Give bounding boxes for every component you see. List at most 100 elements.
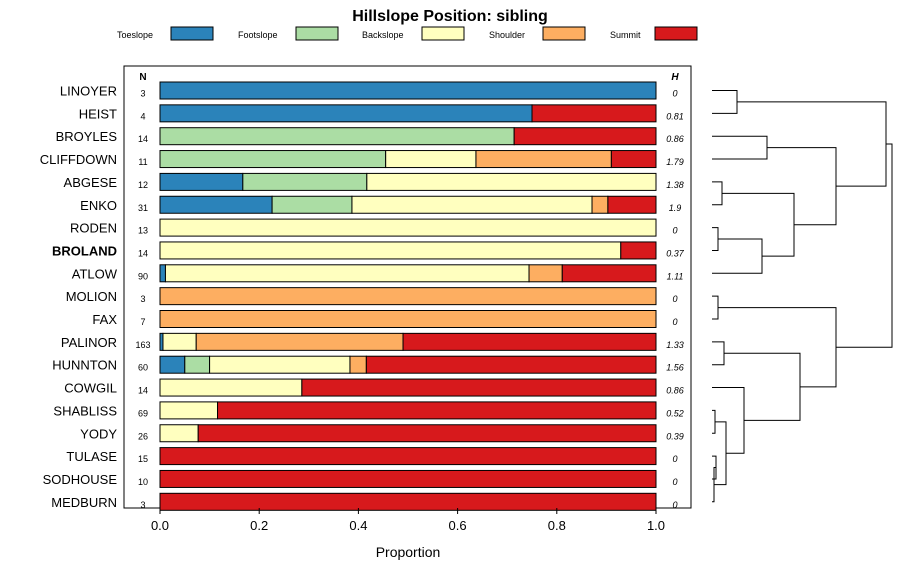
- row-label: RODEN: [70, 221, 117, 236]
- row-n-value: 14: [138, 248, 148, 258]
- row-n-value: 26: [138, 431, 148, 441]
- row-h-value: 0: [672, 317, 677, 327]
- row-h-value: 0.86: [666, 134, 684, 144]
- chart-title: Hillslope Position: sibling: [352, 8, 548, 25]
- row-label: MEDBURN: [51, 495, 117, 510]
- dendrogram-link: [712, 90, 738, 114]
- bar-segment: [159, 172, 244, 191]
- bar-segment: [366, 172, 657, 191]
- row-label: SODHOUSE: [43, 472, 118, 487]
- row-h-value: 0.86: [666, 386, 684, 396]
- bar-segment: [513, 127, 657, 146]
- bar-segment: [591, 195, 609, 214]
- bar-segment: [197, 424, 657, 443]
- bar-segment: [164, 264, 530, 283]
- row-h-value: 0: [672, 477, 677, 487]
- row-n-value: 69: [138, 408, 148, 418]
- row-h-value: 1.33: [666, 340, 684, 350]
- legend-swatch: [295, 26, 339, 41]
- x-tick-label: 0.4: [349, 518, 367, 533]
- row-label: PALINOR: [61, 335, 117, 350]
- x-tick-label: 0.6: [449, 518, 467, 533]
- row-label: ATLOW: [72, 266, 118, 281]
- bar-segment: [159, 104, 533, 123]
- bar-segment: [610, 150, 657, 169]
- bar-segment: [351, 195, 593, 214]
- dendrogram-link: [712, 135, 768, 160]
- row-h-value: 0: [672, 89, 677, 99]
- bar-segment: [475, 150, 612, 169]
- row-h-value: 0.52: [666, 408, 684, 418]
- dendrogram-link: [836, 143, 893, 348]
- x-tick-label: 0.2: [250, 518, 268, 533]
- bar-segment: [159, 287, 657, 306]
- row-n-value: 11: [138, 157, 147, 167]
- row-n-value: 3: [140, 89, 145, 99]
- row-label: CLIFFDOWN: [40, 152, 117, 167]
- x-tick-label: 0.0: [151, 518, 169, 533]
- bar-segment: [159, 150, 387, 169]
- bar-segment: [159, 195, 273, 214]
- legend-label: Shoulder: [489, 30, 525, 40]
- row-label: SHABLISS: [53, 403, 117, 418]
- bar-segment: [209, 355, 351, 374]
- row-n-value: 90: [138, 271, 148, 281]
- legend-label: Toeslope: [117, 30, 153, 40]
- bar-segment: [271, 195, 353, 214]
- row-label: HUNNTON: [52, 358, 117, 373]
- row-h-value: 1.56: [666, 363, 684, 373]
- row-n-value: 13: [138, 226, 148, 236]
- row-n-value: 10: [138, 477, 148, 487]
- row-label: ABGESE: [64, 175, 118, 190]
- dendrogram-link: [712, 341, 725, 366]
- dendrogram-link: [767, 147, 837, 226]
- bar-segment: [159, 401, 219, 420]
- dendrogram-link: [722, 192, 795, 257]
- bar-segment: [365, 355, 657, 374]
- bar-segment: [159, 355, 186, 374]
- bar-segment: [159, 241, 622, 260]
- bar-segment: [159, 81, 657, 100]
- bar-segment: [561, 264, 657, 283]
- row-n-value: 3: [140, 294, 145, 304]
- row-label: LINOYER: [60, 84, 117, 99]
- bar-segment: [159, 127, 515, 146]
- bar-segment: [528, 264, 563, 283]
- row-n-value: 60: [138, 363, 148, 373]
- legend-label: Footslope: [238, 30, 278, 40]
- row-label: YODY: [80, 426, 117, 441]
- x-tick-label: 1.0: [647, 518, 665, 533]
- dendrogram-link: [712, 295, 719, 320]
- row-label: BROYLES: [56, 129, 118, 144]
- dendrogram-link: [712, 238, 763, 274]
- row-n-value: 14: [138, 386, 148, 396]
- legend-swatch: [654, 26, 698, 41]
- row-h-value: 0.81: [666, 111, 684, 121]
- x-axis: 0.0 0.2 0.4 0.6 0.8 1.0: [151, 508, 665, 533]
- row-h-value: 1.38: [666, 180, 684, 190]
- bar-segment: [184, 355, 211, 374]
- legend-swatch: [421, 26, 465, 41]
- row-h-value: 1.9: [669, 203, 682, 213]
- legend-swatch: [170, 26, 214, 41]
- row-h-value: 1.11: [667, 271, 684, 281]
- bar-segment: [531, 104, 657, 123]
- bar-segment: [242, 172, 368, 191]
- legend: Toeslope Footslope Backslope Shoulder Summit: [117, 26, 698, 41]
- row-n-value: 3: [140, 500, 145, 510]
- dendrogram-link: [712, 387, 745, 454]
- bar-segment: [607, 195, 657, 214]
- row-n-value: 15: [138, 454, 148, 464]
- row-h-value: 0: [672, 500, 677, 510]
- bar-segment: [159, 469, 657, 488]
- row-label: HEIST: [79, 106, 117, 121]
- row-label: ENKO: [80, 198, 117, 213]
- h-header: H: [671, 72, 679, 83]
- row-h-value: 0: [672, 226, 677, 236]
- bar-segment: [159, 447, 657, 466]
- row-n-value: 4: [140, 111, 145, 121]
- bar-segment: [159, 310, 657, 328]
- bar-segment: [159, 378, 303, 397]
- legend-label: Backslope: [362, 30, 404, 40]
